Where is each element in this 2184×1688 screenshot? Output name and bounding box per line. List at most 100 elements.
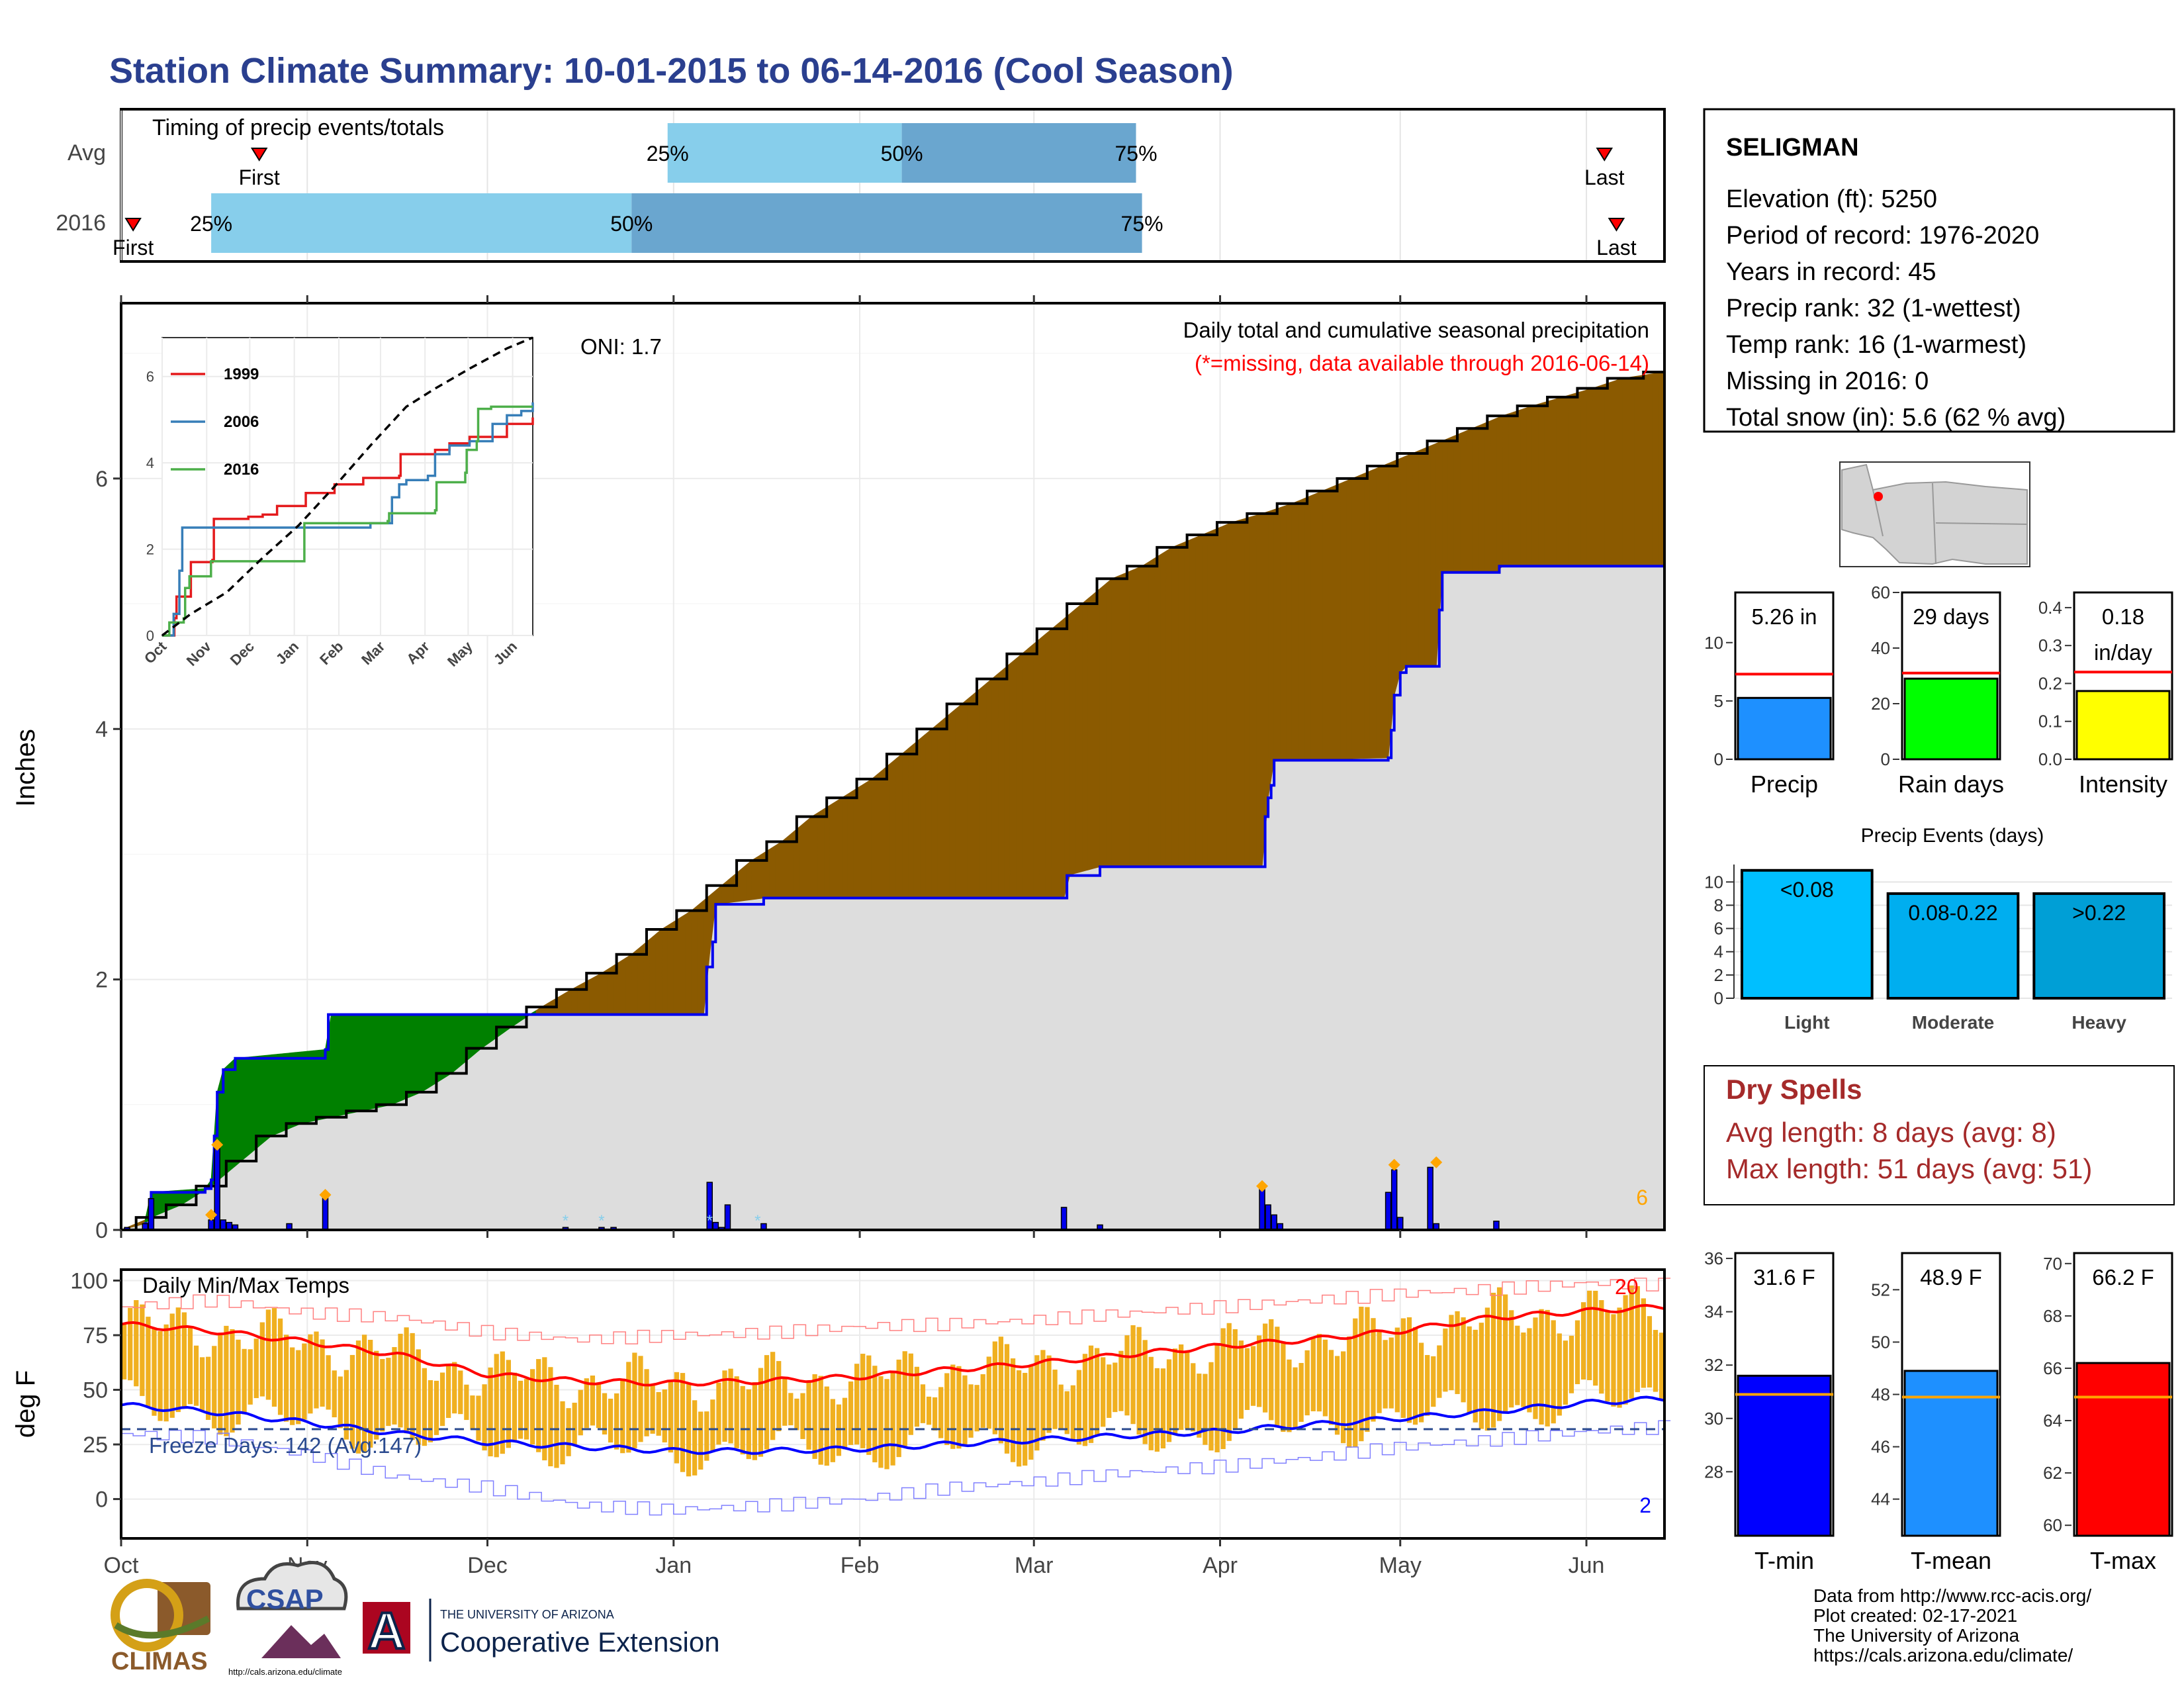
summary-bar-name: T-mean	[1911, 1547, 1991, 1574]
daily-temp-bar	[1400, 1318, 1406, 1418]
daily-temp-bar	[253, 1338, 259, 1399]
daily-temp-bar	[1527, 1328, 1532, 1413]
events-ytick-label: 0	[1714, 988, 1723, 1008]
summary-ytick-label: 46	[1871, 1437, 1890, 1457]
summary-bar-name: Rain days	[1898, 771, 2004, 798]
daily-temp-bar	[308, 1334, 313, 1414]
daily-temp-bar	[1064, 1391, 1069, 1434]
daily-temp-bar	[482, 1384, 487, 1451]
daily-temp-bar	[1101, 1357, 1106, 1427]
daily-temp-bar	[181, 1312, 187, 1407]
daily-temp-bar	[1629, 1285, 1634, 1399]
timing-bar-light	[211, 193, 632, 253]
summary-bar-chart: 0 20 40 60 29 days Rain days	[1871, 583, 2004, 798]
daily-temp-bar	[1220, 1328, 1226, 1450]
daily-temp-bar	[962, 1375, 968, 1444]
daily-precip-bar	[214, 1148, 220, 1231]
daily-temp-bar	[458, 1370, 463, 1415]
missing-data-marker: *	[598, 1212, 604, 1230]
daily-temp-bar	[1010, 1358, 1016, 1462]
temp-ytick-label: 50	[83, 1378, 108, 1403]
climas-logo-swoosh	[114, 1615, 210, 1639]
daily-temp-bar	[998, 1336, 1004, 1444]
daily-precip-bar	[724, 1204, 731, 1231]
daily-temp-bar	[806, 1382, 811, 1450]
daily-temp-bar	[1226, 1323, 1232, 1441]
daily-temp-bar	[494, 1354, 499, 1458]
daily-temp-bar	[1347, 1336, 1352, 1448]
daily-temp-bar	[848, 1381, 854, 1445]
timing-percentile-label: 25%	[190, 212, 232, 236]
daily-temp-bar	[1275, 1327, 1280, 1428]
daily-temp-bar	[236, 1339, 241, 1425]
daily-temp-bar	[290, 1347, 295, 1425]
daily-temp-bar	[187, 1327, 193, 1405]
daily-temp-bar	[1431, 1356, 1436, 1407]
daily-temp-bar	[986, 1356, 991, 1429]
daily-temp-bar	[704, 1411, 709, 1461]
station-line: Precip rank: 32 (1-wettest)	[1726, 295, 2021, 322]
csap-logo-text: CSAP	[246, 1583, 324, 1615]
daily-temp-bar	[523, 1379, 529, 1440]
daily-temp-bar	[620, 1378, 625, 1454]
precip-ytick-label: 0	[95, 1218, 108, 1243]
inset-frame	[161, 337, 533, 636]
daily-temp-bar	[1070, 1385, 1075, 1440]
daily-temp-bar	[662, 1389, 667, 1443]
daily-temp-bar	[175, 1307, 181, 1413]
daily-temp-bar	[152, 1328, 157, 1416]
events-ytick-label: 10	[1704, 872, 1723, 892]
record-max-line	[121, 1278, 1671, 1344]
daily-temp-bar	[416, 1349, 421, 1445]
footer-line: Plot created: 02-17-2021	[1813, 1605, 2017, 1626]
daily-temp-bar	[1214, 1344, 1220, 1452]
daily-temp-bar	[332, 1370, 337, 1418]
daily-temp-bar	[710, 1399, 715, 1452]
events-bar	[1886, 892, 2020, 1000]
daily-temp-bar	[422, 1368, 427, 1446]
daily-temp-bar	[722, 1370, 727, 1442]
daily-temp-bar	[212, 1346, 217, 1429]
climas-logo-text: CLIMAS	[111, 1648, 208, 1675]
daily-temp-bar	[980, 1374, 985, 1428]
daily-temp-bar	[355, 1340, 361, 1454]
daily-temp-bar	[1461, 1317, 1466, 1403]
daily-temp-bar	[122, 1324, 127, 1380]
daily-temp-bar	[1244, 1348, 1250, 1410]
daily-temp-bar	[860, 1354, 866, 1448]
precip-chart-title: Daily total and cumulative seasonal prec…	[1183, 318, 1649, 342]
daily-temp-bar	[1232, 1329, 1238, 1430]
timing-row-label-avg: Avg	[68, 140, 106, 165]
summary-ytick-label: 20	[1871, 694, 1890, 714]
month-tick-label: Mar	[1015, 1553, 1054, 1578]
events-bar-label: 0.08-0.22	[1908, 901, 1997, 925]
daily-temp-bar	[842, 1397, 848, 1450]
summary-bar	[1903, 1370, 1999, 1537]
daily-temp-bar	[1172, 1348, 1178, 1435]
summary-bar-name: T-max	[2090, 1547, 2156, 1574]
footer-credits: Data from http://www.rcc-acis.org/ Plot …	[1813, 1585, 2091, 1665]
daily-temp-bar	[1515, 1325, 1520, 1405]
heavy-precip-marker	[205, 1209, 218, 1221]
daily-temp-bar	[740, 1385, 745, 1455]
summary-ytick-label: 44	[1871, 1489, 1890, 1509]
climas-logo: CLIMAS	[111, 1579, 210, 1675]
daily-precip-bar	[1271, 1214, 1277, 1231]
daily-temp-bar	[974, 1385, 979, 1432]
daily-temp-bar	[1287, 1359, 1292, 1432]
daily-precip-bar	[220, 1219, 227, 1231]
daily-temp-bar	[326, 1355, 331, 1410]
daily-temp-bar	[488, 1367, 493, 1457]
summary-ytick-label: 40	[1871, 638, 1890, 658]
summary-ytick-label: 5	[1714, 691, 1723, 711]
daily-temp-bar	[1377, 1332, 1382, 1413]
daily-temp-bar	[914, 1366, 920, 1427]
daily-temp-bar	[248, 1349, 253, 1405]
summary-ytick-label: 48	[1871, 1385, 1890, 1405]
footer-line: https://cals.arizona.edu/climate/	[1813, 1645, 2073, 1665]
summary-ytick-label: 0.1	[2038, 712, 2062, 731]
daily-temp-bar	[1359, 1306, 1364, 1442]
daily-temp-bar	[656, 1391, 661, 1436]
daily-temp-bar	[692, 1400, 698, 1476]
daily-temp-bar	[1256, 1335, 1262, 1407]
